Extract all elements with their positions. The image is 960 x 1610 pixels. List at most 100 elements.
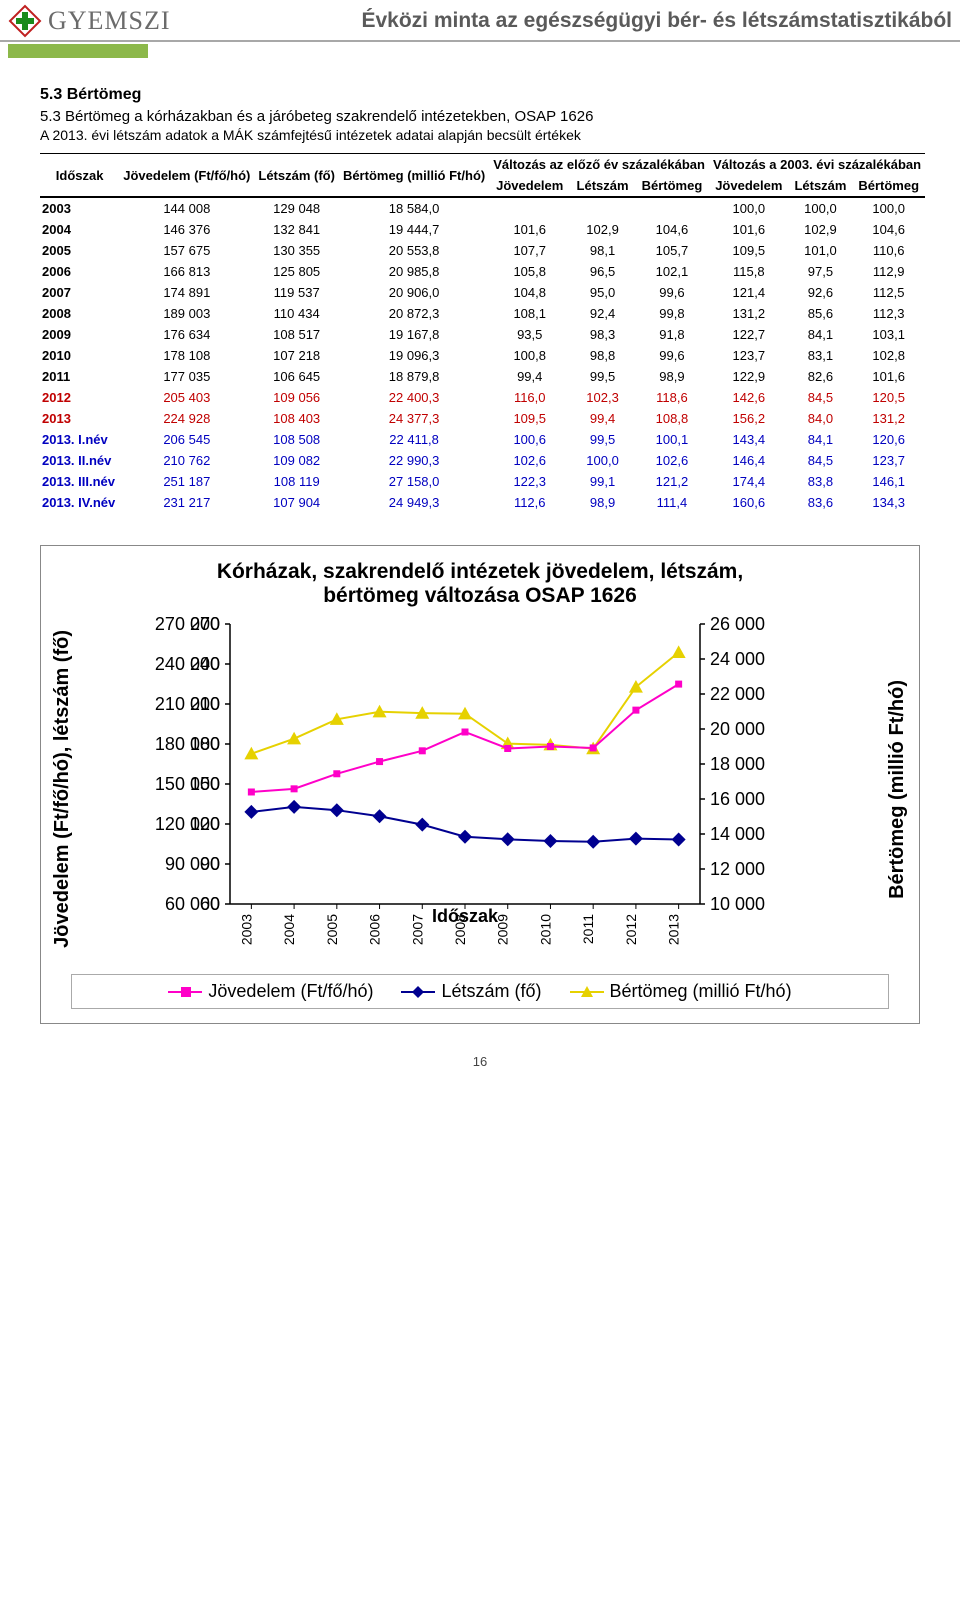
cell-value: 98,8	[570, 345, 635, 366]
cell-value: 99,5	[570, 429, 635, 450]
cell-value: 174 891	[119, 282, 254, 303]
page-number: 16	[40, 1054, 920, 1069]
cell-value: 120,5	[852, 387, 925, 408]
chart-area: Jövedelem (Ft/fő/hó), létszám (fő) 60901…	[51, 614, 909, 964]
cell-value: 99,4	[489, 366, 570, 387]
chart-title-line1: Kórházak, szakrendelő intézetek jövedele…	[217, 560, 743, 583]
cell-value: 100,0	[852, 197, 925, 219]
table-row: 2006166 813125 80520 985,8105,896,5102,1…	[40, 261, 925, 282]
cell-year: 2010	[40, 345, 119, 366]
cell-value: 101,6	[709, 219, 789, 240]
cell-value: 121,4	[709, 282, 789, 303]
square-marker-icon	[168, 985, 202, 999]
cell-value: 107,7	[489, 240, 570, 261]
cell-value: 98,9	[570, 492, 635, 513]
svg-text:2013: 2013	[666, 914, 682, 945]
cell-value: 134,3	[852, 492, 925, 513]
cell-value: 125 805	[254, 261, 339, 282]
svg-text:Időszak: Időszak	[432, 906, 499, 926]
svg-text:2004: 2004	[281, 914, 297, 945]
legend-label: Létszám (fő)	[441, 981, 541, 1002]
svg-text:20 000: 20 000	[710, 719, 765, 739]
cell-value: 112,9	[852, 261, 925, 282]
cell-value: 98,1	[570, 240, 635, 261]
cell-value: 146,1	[852, 471, 925, 492]
table-row: 2013. I.név206 545108 50822 411,8100,699…	[40, 429, 925, 450]
cell-value: 205 403	[119, 387, 254, 408]
cell-year: 2013	[40, 408, 119, 429]
cell-value: 102,3	[570, 387, 635, 408]
cell-value: 101,0	[789, 240, 853, 261]
cell-value	[635, 197, 709, 219]
cell-value: 131,2	[852, 408, 925, 429]
cell-value: 106 645	[254, 366, 339, 387]
svg-text:2006: 2006	[367, 914, 383, 945]
cell-value: 122,7	[709, 324, 789, 345]
cell-value: 100,8	[489, 345, 570, 366]
cell-value: 18 879,8	[339, 366, 489, 387]
cell-year: 2011	[40, 366, 119, 387]
chart-title: Kórházak, szakrendelő intézetek jövedele…	[51, 560, 909, 608]
svg-text:60 000: 60 000	[165, 894, 220, 914]
section-number: 5.3 Bértömeg	[40, 86, 920, 104]
cell-value: 99,5	[570, 366, 635, 387]
cell-value: 84,5	[789, 387, 853, 408]
cell-value: 99,8	[635, 303, 709, 324]
cell-year: 2013. II.név	[40, 450, 119, 471]
cell-value: 95,0	[570, 282, 635, 303]
cell-value: 100,6	[489, 429, 570, 450]
cell-value: 108 508	[254, 429, 339, 450]
cell-value: 24 949,3	[339, 492, 489, 513]
svg-text:14 000: 14 000	[710, 824, 765, 844]
svg-text:16 000: 16 000	[710, 789, 765, 809]
cell-value: 92,6	[789, 282, 853, 303]
chart-title-line2: bértömeg változása OSAP 1626	[323, 584, 637, 607]
cell-value: 99,1	[570, 471, 635, 492]
th-sub: Létszám	[570, 175, 635, 197]
table-row: 2008189 003110 43420 872,3108,192,499,81…	[40, 303, 925, 324]
cell-value: 84,5	[789, 450, 853, 471]
svg-text:150 000: 150 000	[155, 774, 220, 794]
th-sub: Bértömeg	[852, 175, 925, 197]
cell-value: 100,0	[709, 197, 789, 219]
data-table: Időszak Jövedelem (Ft/fő/hó) Létszám (fő…	[40, 153, 925, 513]
cell-value: 210 762	[119, 450, 254, 471]
cell-value: 109,5	[709, 240, 789, 261]
logo-block: GYEMSZI	[8, 4, 171, 38]
cell-value: 105,7	[635, 240, 709, 261]
cell-year: 2013. IV.név	[40, 492, 119, 513]
cell-value: 108,1	[489, 303, 570, 324]
cell-value: 99,6	[635, 345, 709, 366]
cell-value: 129 048	[254, 197, 339, 219]
table-row: 2012205 403109 05622 400,3116,0102,3118,…	[40, 387, 925, 408]
cell-value: 104,8	[489, 282, 570, 303]
cell-value: 105,8	[489, 261, 570, 282]
svg-text:90 000: 90 000	[165, 854, 220, 874]
svg-text:270 000: 270 000	[155, 614, 220, 634]
th-chg-2003: Változás a 2003. évi százalékában	[709, 154, 925, 176]
svg-text:2007: 2007	[409, 914, 425, 945]
cell-value: 103,1	[852, 324, 925, 345]
cell-value: 110,6	[852, 240, 925, 261]
cell-value: 224 928	[119, 408, 254, 429]
cell-value: 121,2	[635, 471, 709, 492]
cell-value: 131,2	[709, 303, 789, 324]
cell-value: 84,0	[789, 408, 853, 429]
svg-text:210 000: 210 000	[155, 694, 220, 714]
logo-icon	[8, 4, 42, 38]
cell-value: 156,2	[709, 408, 789, 429]
triangle-marker-icon	[570, 985, 604, 999]
table-row: 2007174 891119 53720 906,0104,895,099,61…	[40, 282, 925, 303]
cell-year: 2012	[40, 387, 119, 408]
cell-value: 120,6	[852, 429, 925, 450]
table-row: 2009176 634108 51719 167,893,598,391,812…	[40, 324, 925, 345]
cell-value: 20 553,8	[339, 240, 489, 261]
cell-year: 2008	[40, 303, 119, 324]
cell-value: 22 411,8	[339, 429, 489, 450]
cell-value: 166 813	[119, 261, 254, 282]
green-accent-bar	[8, 44, 148, 58]
svg-text:120 000: 120 000	[155, 814, 220, 834]
legend-item-jovedelem: Jövedelem (Ft/fő/hó)	[168, 981, 373, 1002]
cell-value: 132 841	[254, 219, 339, 240]
cell-value: 100,1	[635, 429, 709, 450]
